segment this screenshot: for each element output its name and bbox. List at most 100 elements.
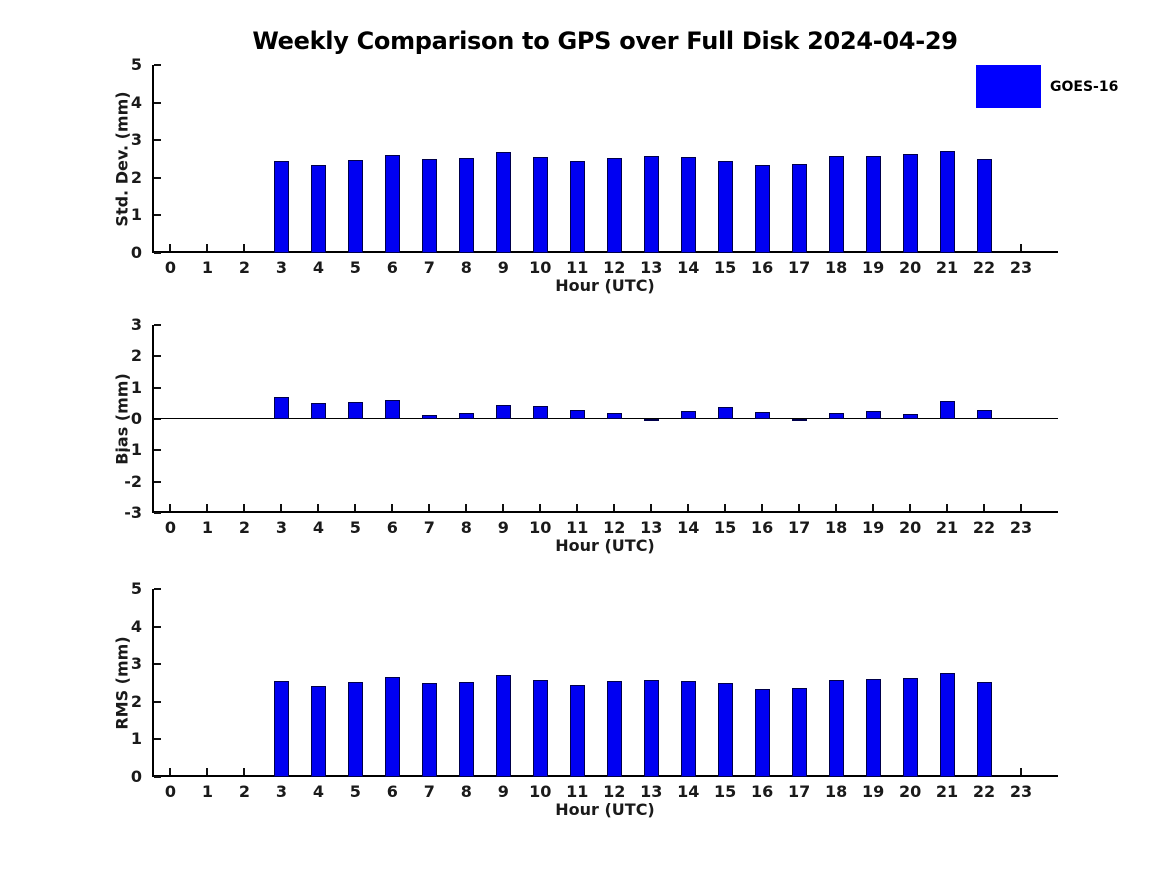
bar-std-dev-hour-11 xyxy=(569,161,585,253)
x-tick-label: 17 xyxy=(788,782,811,801)
x-tick xyxy=(465,504,468,511)
bar-rms-hour-18 xyxy=(828,679,844,777)
x-tick xyxy=(243,504,246,511)
bar-rms-hour-6 xyxy=(384,676,400,777)
x-tick-label: 6 xyxy=(386,258,398,277)
x-tick xyxy=(1020,504,1023,511)
x-tick xyxy=(613,504,616,511)
y-tick-label: 5 xyxy=(130,55,142,74)
bar-std-dev-hour-14 xyxy=(680,157,696,253)
bar-bias-hour-5 xyxy=(347,401,363,419)
x-tick-label: 11 xyxy=(566,782,589,801)
x-tick-label: 10 xyxy=(529,782,552,801)
x-tick-label: 10 xyxy=(529,518,552,537)
x-tick xyxy=(687,504,690,511)
bar-rms-hour-7 xyxy=(421,683,437,777)
x-axis-line xyxy=(152,251,1058,253)
x-tick xyxy=(280,504,283,511)
x-tick-label: 8 xyxy=(460,518,472,537)
x-tick-label: 14 xyxy=(677,518,700,537)
x-tick-label: 1 xyxy=(201,258,214,277)
y-tick xyxy=(154,252,161,254)
x-tick xyxy=(946,504,949,511)
bar-bias-hour-15 xyxy=(717,407,733,419)
x-tick-label: 4 xyxy=(312,258,324,277)
bar-std-dev-hour-4 xyxy=(310,164,326,253)
x-tick-label: 7 xyxy=(423,258,435,277)
x-axis-label-bias: Hour (UTC) xyxy=(555,536,655,555)
y-tick-label: 0 xyxy=(130,243,142,262)
y-tick xyxy=(154,625,161,628)
x-tick xyxy=(169,768,172,775)
bar-bias-hour-20 xyxy=(902,413,918,419)
legend-label: GOES-16 xyxy=(1050,78,1119,95)
bar-bias-hour-9 xyxy=(495,404,511,419)
x-tick-label: 15 xyxy=(714,258,737,277)
bar-bias-hour-17 xyxy=(791,419,807,421)
bar-bias-hour-8 xyxy=(458,412,474,419)
bar-rms-hour-16 xyxy=(754,689,770,777)
y-tick xyxy=(154,663,161,666)
y-tick-label: 2 xyxy=(130,167,142,187)
bar-std-dev-hour-15 xyxy=(717,160,733,253)
x-tick-label: 9 xyxy=(497,782,509,801)
plot-area-bias: -3 -2 -1 0 1 2 3 0 1 2 3 4 5 6 7 8 9 10 11 12 13 14 15 16 17 18 19… xyxy=(124,315,1058,537)
x-tick-label: 6 xyxy=(386,518,398,537)
x-tick-label: 22 xyxy=(972,518,996,537)
bar-std-dev-hour-18 xyxy=(828,156,844,253)
bar-rms-hour-12 xyxy=(606,681,622,777)
x-tick xyxy=(539,504,542,511)
x-tick xyxy=(391,504,394,511)
x-tick-label: 16 xyxy=(751,518,774,537)
x-tick-label: 20 xyxy=(898,518,922,537)
bar-bias-hour-18 xyxy=(828,413,844,419)
y-tick xyxy=(154,214,161,217)
x-tick xyxy=(798,504,801,511)
x-axis-label-rms: Hour (UTC) xyxy=(555,800,655,819)
bar-std-dev-hour-8 xyxy=(458,158,474,253)
x-tick-label: 8 xyxy=(460,258,472,277)
x-tick-label: 22 xyxy=(972,782,996,801)
x-tick xyxy=(724,504,727,511)
bar-rms-hour-10 xyxy=(532,679,548,777)
x-tick-label: 23 xyxy=(1009,782,1033,801)
x-tick-label: 17 xyxy=(788,258,811,277)
x-tick-label: 17 xyxy=(788,518,811,537)
bar-bias-hour-22 xyxy=(976,409,992,419)
y-tick-label: 1 xyxy=(130,377,142,397)
y-tick xyxy=(154,139,161,142)
x-tick-label: 13 xyxy=(640,258,663,277)
y-tick xyxy=(154,700,161,703)
bar-std-dev-hour-12 xyxy=(606,157,622,253)
bar-std-dev-hour-20 xyxy=(902,154,918,253)
x-tick-label: 9 xyxy=(497,258,509,277)
x-tick-label: 21 xyxy=(935,518,959,537)
bar-std-dev-hour-17 xyxy=(791,164,807,253)
y-tick-label: 2 xyxy=(130,346,142,366)
y-tick-label: -1 xyxy=(124,440,142,460)
bar-rms-hour-11 xyxy=(569,684,585,777)
x-tick-label: 18 xyxy=(824,782,848,801)
bar-std-dev-hour-6 xyxy=(384,155,400,253)
x-tick-label: 20 xyxy=(898,258,922,277)
x-tick xyxy=(206,244,209,251)
x-tick-label: 0 xyxy=(164,518,177,537)
x-tick xyxy=(1020,244,1023,251)
x-tick xyxy=(169,504,172,511)
bar-bias-hour-19 xyxy=(865,411,881,419)
y-tick-label: -3 xyxy=(124,503,142,522)
x-tick xyxy=(761,504,764,511)
x-tick-label: 3 xyxy=(275,782,287,801)
bar-bias-hour-4 xyxy=(310,402,326,419)
y-tick xyxy=(154,588,161,590)
x-tick-label: 13 xyxy=(640,782,663,801)
y-tick xyxy=(154,386,161,389)
plot-area-rms: 0 1 2 3 4 5 0 1 2 3 4 5 6 7 8 9 10 11 12 13 14 15 16 17 18 19 20 21… xyxy=(131,579,1058,801)
bar-std-dev-hour-22 xyxy=(976,158,992,253)
x-axis-label-std-dev: Hour (UTC) xyxy=(555,276,655,295)
x-axis-line xyxy=(152,775,1058,777)
x-tick-label: 2 xyxy=(238,782,250,801)
x-tick-label: 19 xyxy=(861,782,885,801)
bar-rms-hour-13 xyxy=(643,679,659,777)
y-tick-label: -2 xyxy=(124,471,142,491)
